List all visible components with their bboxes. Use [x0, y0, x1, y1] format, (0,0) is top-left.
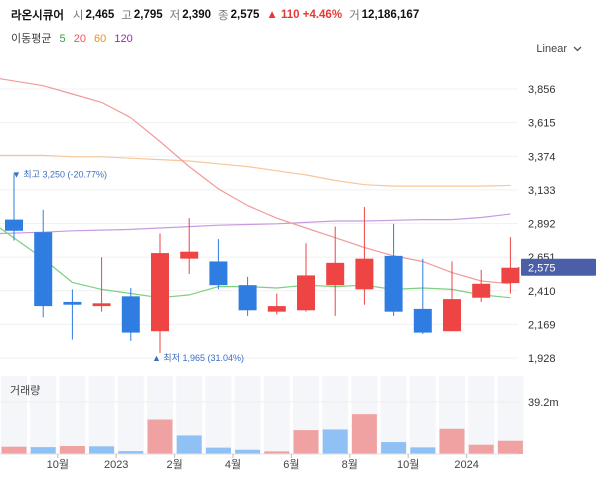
volume-bar	[468, 444, 494, 454]
open-label: 시	[72, 10, 84, 22]
volume-bar	[351, 414, 377, 454]
volume-label: 거	[349, 10, 360, 22]
volume-bar	[381, 442, 407, 454]
x-tick-label: 2024	[454, 459, 478, 471]
candle-body	[92, 303, 111, 307]
volume-slot-bg	[88, 376, 115, 454]
last-price-label: 2,575	[528, 263, 556, 275]
volume-bar	[147, 419, 173, 454]
volume-bar	[1, 446, 27, 454]
volume-bar	[410, 447, 436, 454]
candle-body	[121, 296, 140, 333]
scale-dropdown[interactable]: Linear	[536, 43, 582, 55]
candle-body	[209, 261, 228, 286]
candle-body	[384, 255, 403, 312]
candle-body	[326, 262, 345, 286]
candle-body	[5, 219, 23, 231]
ma-legend-60[interactable]: 60	[94, 33, 107, 45]
candle-body	[501, 267, 520, 284]
candle-body	[267, 306, 286, 312]
volume-bar	[59, 446, 85, 454]
x-tick-label: 2월	[166, 458, 182, 471]
y-tick-label: 1,928	[528, 353, 556, 365]
x-tick-label: 2023	[104, 459, 128, 471]
volume-bar	[264, 451, 290, 454]
volume-slot-bg	[30, 376, 57, 454]
low-value: 2,390	[182, 9, 212, 21]
volume-bar	[322, 429, 348, 454]
volume-panel-title: 거래량	[10, 385, 41, 397]
scale-label: Linear	[536, 43, 567, 55]
high-label: 고	[121, 10, 132, 22]
y-tick-label: 3,374	[528, 151, 556, 163]
price-summary: 라온시큐어 시 2,465 고 2,795 저 2,390 종 2,575 ▲ …	[11, 6, 426, 24]
moving-average-legend: 이동평균 5 20 60 120	[11, 30, 138, 46]
volume-bar	[118, 451, 144, 454]
volume-bar	[293, 430, 319, 454]
volume-slot-bg	[59, 376, 86, 454]
candle-body	[34, 232, 53, 307]
volume-bar	[439, 428, 465, 454]
volume-slot-bg	[117, 376, 144, 454]
ma-legend-120[interactable]: 120	[114, 33, 133, 45]
candle-body	[472, 283, 491, 298]
volume-bar	[235, 449, 261, 454]
volume-value: 12,186,167	[361, 9, 420, 21]
volume-slot-bg	[234, 376, 261, 454]
ma60-line	[0, 154, 511, 187]
volume-bar	[205, 447, 231, 454]
y-tick-label: 2,169	[528, 319, 556, 331]
volume-bar	[176, 435, 202, 454]
candle-body	[180, 251, 199, 259]
min-price-marker: ▲ 최저 1,965 (31.04%)	[152, 353, 244, 363]
high-value: 2,795	[133, 9, 163, 21]
candle-body	[443, 299, 461, 332]
y-tick-label: 2,410	[528, 286, 556, 298]
ma-legend-5[interactable]: 5	[59, 33, 66, 45]
volume-slot-bg	[380, 376, 407, 454]
y-tick-label: 3,615	[528, 118, 556, 130]
volume-slot-bg	[409, 376, 436, 454]
close-label: 종	[218, 10, 229, 22]
ma5-line	[0, 227, 511, 299]
volume-slot-bg	[468, 376, 495, 454]
ma20-line	[0, 78, 511, 285]
candle-body	[413, 308, 432, 333]
ma-legend-title: 이동평균	[11, 33, 52, 45]
candle-body	[63, 301, 82, 305]
x-tick-label: 10월	[47, 458, 69, 471]
x-tick-label: 6월	[283, 458, 299, 471]
volume-bar	[30, 447, 56, 454]
volume-tick-label: 39.2m	[528, 397, 559, 409]
volume-slot-bg	[205, 376, 232, 454]
y-tick-label: 3,856	[528, 84, 556, 96]
y-tick-label: 3,133	[528, 185, 556, 197]
candle-body	[151, 253, 169, 332]
volume-slot-bg	[263, 376, 290, 454]
ma120-line	[0, 213, 511, 235]
last-price-badge	[521, 258, 596, 276]
close-value: 2,575	[230, 9, 260, 21]
x-tick-label: 10월	[397, 458, 419, 471]
ma-legend-20[interactable]: 20	[73, 33, 86, 45]
candle-body	[238, 285, 257, 311]
y-tick-label: 2,892	[528, 219, 556, 231]
low-label: 저	[169, 10, 181, 22]
x-tick-label: 4월	[225, 458, 241, 471]
volume-slot-bg	[1, 376, 27, 454]
volume-bar	[497, 440, 523, 454]
chevron-down-icon	[573, 46, 582, 52]
stock-name: 라온시큐어	[11, 10, 64, 22]
volume-bar	[89, 446, 115, 454]
max-price-marker: ▼ 최고 3,250 (-20.77%)	[12, 170, 107, 180]
candle-body	[297, 275, 315, 311]
change-value: ▲ 110 +4.46%	[266, 9, 343, 21]
candle-body	[355, 258, 374, 290]
x-tick-label: 8월	[342, 458, 358, 471]
open-value: 2,465	[85, 9, 115, 21]
